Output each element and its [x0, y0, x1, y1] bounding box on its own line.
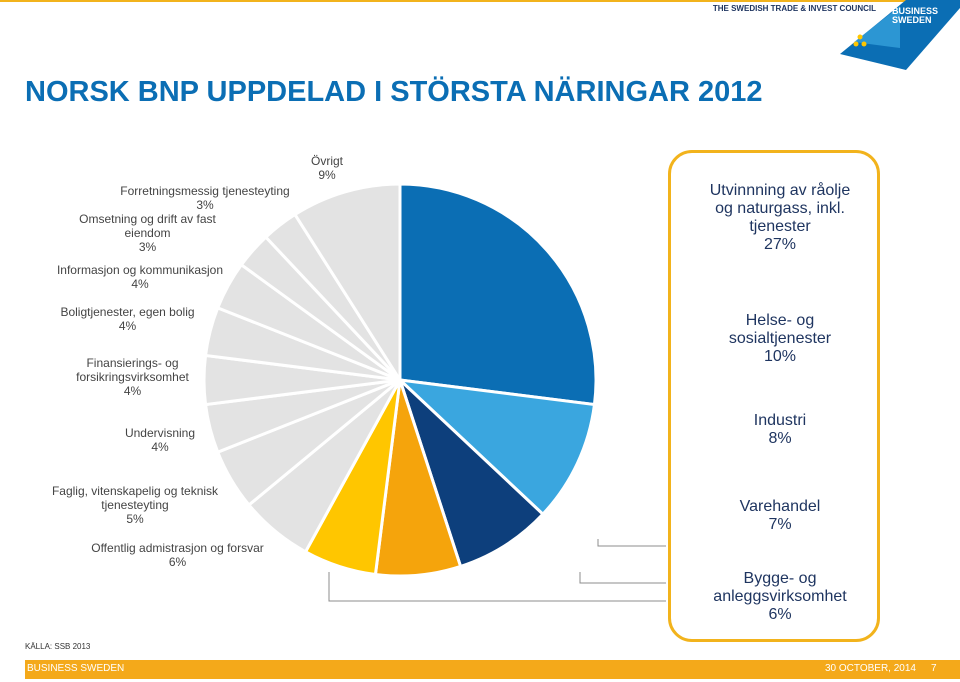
pie-slice-0	[398, 182, 598, 407]
callout-label-line: sosialtjenester	[728, 330, 832, 347]
slice-label-1: Omsetning og drift av fast eiendom 3%	[60, 212, 235, 254]
slice-label-3: Boligtjenester, egen bolig 4%	[40, 305, 215, 333]
org-name: THE SWEDISH TRADE & INVEST COUNCIL	[712, 4, 876, 13]
callout-label-line: tjenester	[749, 218, 811, 235]
slice-label-line: 5%	[126, 512, 144, 526]
callout-label-3: Varehandel 7%	[680, 498, 880, 534]
callout-label-line: 6%	[768, 606, 792, 623]
slice-label-8: Övrigt 9%	[292, 154, 362, 182]
slice-label-line: 6%	[168, 555, 187, 569]
connector-line-0	[597, 539, 666, 547]
slice-label-line: 9%	[318, 168, 336, 182]
callout-label-line: 7%	[768, 516, 792, 533]
top-accent-line	[0, 0, 960, 2]
footer-brand: BUSINESS SWEDEN	[27, 663, 125, 674]
slice-label-line: tjenesteyting	[101, 498, 169, 512]
slice-label-2: Informasjon og kommunikasjon 4%	[35, 263, 245, 291]
slice-label-4: Finansierings- og forsikringsvirksomhet 4%	[40, 356, 225, 398]
slice-label-line: 4%	[118, 319, 137, 333]
slice-label-line: Informasjon og kommunikasjon	[56, 263, 224, 277]
business-sweden-logo: BUSINESS SWEDEN	[840, 0, 960, 70]
connector-line-2	[328, 572, 666, 602]
slice-label-line: Omsetning og drift av fast	[79, 212, 216, 226]
slice-label-line: 4%	[131, 277, 149, 291]
pie-slice-1	[395, 377, 597, 517]
slice-label-line: Offentlig admistrasjon og forsvar	[91, 541, 264, 555]
slice-label-line: Finansierings- og	[86, 356, 179, 370]
slice-label-line: Undervisning	[124, 426, 196, 440]
slice-label-line: 4%	[123, 384, 142, 398]
callout-box	[668, 150, 880, 642]
callout-label-1: Helse- og sosialtjenester 10%	[680, 312, 880, 366]
slice-label-line: eiendom	[124, 226, 171, 240]
callout-label-0: Utvinnning av råolje og naturgass, inkl. t…	[680, 182, 880, 254]
slice-label-0: Forretningsmessig tjenesteyting 3%	[95, 184, 315, 212]
slice-label-7: Offentlig admistrasjon og forsvar 6%	[60, 541, 295, 569]
slice-label-line: Boligtjenester, egen bolig	[60, 305, 195, 319]
callout-label-line: og naturgass, inkl.	[715, 200, 845, 217]
page-number: 7	[931, 663, 937, 674]
pie-slice-13	[292, 182, 402, 386]
slice-label-line: 3%	[196, 198, 214, 212]
callout-label-line: Helse- og	[745, 312, 815, 329]
footer-bar: BUSINESS SWEDEN 30 OCTOBER, 2014 7	[25, 660, 960, 679]
slice-label-line: Övrigt	[310, 154, 343, 168]
callout-label-line: 10%	[763, 348, 797, 365]
source-note: KÄLLA: SSB 2013	[25, 642, 91, 651]
slide-title: NORSK BNP UPPDELAD I STÖRSTA NÄRINGAR 20…	[25, 76, 763, 108]
callout-label-line: Industri	[753, 412, 807, 429]
slice-label-line: Forretningsmessig tjenesteyting	[120, 184, 290, 198]
callout-label-line: anleggsvirksomhet	[713, 588, 847, 605]
svg-text:BUSINESS: BUSINESS	[892, 6, 938, 16]
callout-label-line: Varehandel	[739, 498, 821, 515]
slice-label-line: Faglig, vitenskapelig og teknisk	[51, 484, 219, 498]
slice-label-6: Faglig, vitenskapelig og teknisk tjeneste…	[30, 484, 240, 526]
callout-label-line: 27%	[763, 236, 797, 253]
slice-label-line: 3%	[138, 240, 157, 254]
slice-label-line: forsikringsvirksomhet	[76, 370, 189, 384]
footer-date: 30 OCTOBER, 2014	[825, 663, 916, 674]
slice-label-5: Undervisning 4%	[80, 426, 240, 454]
connector-line-1	[579, 572, 666, 584]
callout-label-line: Bygge- og	[743, 570, 817, 587]
pie-slice-2	[398, 378, 545, 569]
slice-label-line: 4%	[151, 440, 169, 454]
callout-label-2: Industri 8%	[680, 412, 880, 448]
callout-label-line: 8%	[768, 430, 792, 447]
svg-text:SWEDEN: SWEDEN	[892, 15, 932, 25]
callout-label-4: Bygge- og anleggsvirksomhet 6%	[680, 570, 880, 624]
callout-label-line: Utvinnning av råolje	[709, 182, 851, 199]
